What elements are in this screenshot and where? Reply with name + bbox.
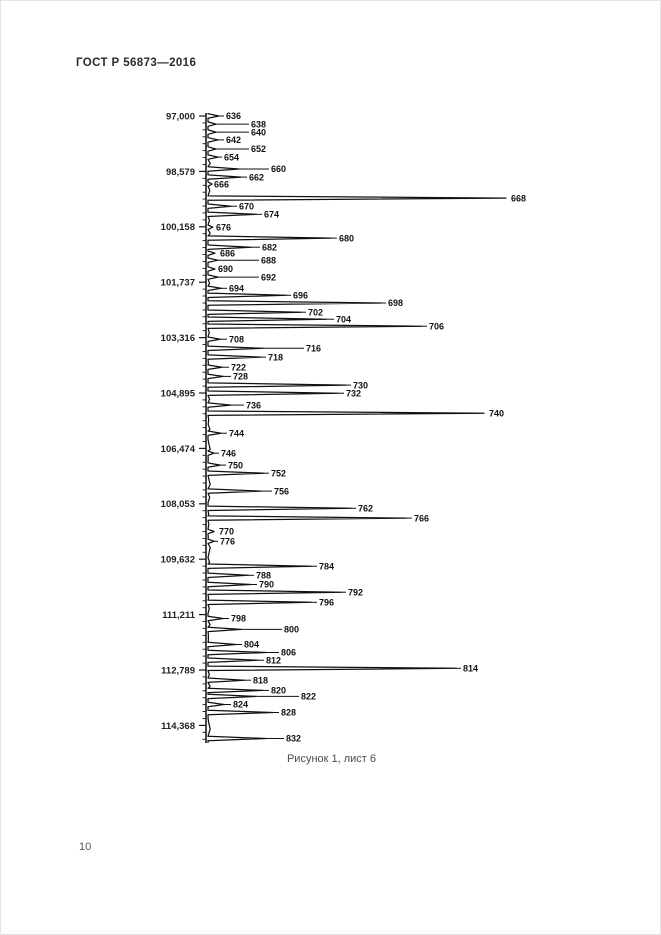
peak-label: 670 [239, 201, 254, 211]
peak-label: 638 [251, 119, 266, 129]
axis-tick-label: 111,211 [162, 610, 195, 621]
peak-label: 736 [246, 400, 261, 410]
peak-label: 814 [463, 664, 478, 674]
peak-label: 832 [286, 734, 301, 744]
peak-label: 798 [231, 614, 246, 624]
axis-tick-label: 100,158 [161, 222, 195, 233]
peak-label: 696 [293, 291, 308, 301]
axis-tick-label: 104,895 [161, 388, 196, 399]
peak-label: 806 [281, 648, 296, 658]
peak-label: 680 [339, 233, 354, 243]
axis-tick-label: 106,474 [161, 444, 196, 455]
peak-label: 790 [259, 580, 274, 590]
peak-label: 766 [414, 513, 429, 523]
chromatogram-trace [207, 113, 507, 743]
peak-label: 818 [253, 675, 268, 685]
peak-label: 706 [429, 321, 444, 331]
axis-tick-label: 108,053 [161, 499, 195, 510]
peak-label: 788 [256, 571, 271, 581]
peak-label: 820 [271, 686, 286, 696]
peak-label: 682 [262, 242, 277, 252]
axis-tick-label: 112,789 [161, 665, 195, 676]
peak-label: 692 [261, 272, 276, 282]
peak-label: 688 [261, 255, 276, 265]
peak-label: 828 [281, 708, 296, 718]
peak-label: 746 [221, 448, 236, 458]
peak-label: 654 [224, 152, 239, 162]
peak-label: 744 [229, 428, 244, 438]
peak-label: 686 [220, 248, 235, 258]
peak-label: 722 [231, 362, 246, 372]
peak-label: 676 [216, 222, 231, 232]
peak-label: 770 [219, 527, 234, 537]
peak-label: 824 [233, 700, 248, 710]
peak-label: 698 [388, 298, 403, 308]
axis-tick-label: 98,579 [166, 167, 195, 178]
peak-label: 704 [336, 314, 351, 324]
peak-label: 732 [346, 388, 361, 398]
peak-label: 812 [266, 655, 281, 665]
peak-label: 652 [251, 144, 266, 154]
axis-tick-label: 103,316 [161, 333, 195, 344]
peak-label: 740 [489, 408, 504, 418]
peak-label: 756 [274, 486, 289, 496]
peak-label: 666 [214, 179, 229, 189]
axis-tick-label: 97,000 [166, 111, 195, 122]
axis-tick-label: 109,632 [161, 555, 195, 566]
peak-label: 752 [271, 468, 286, 478]
peak-label: 822 [301, 692, 316, 702]
peak-label: 636 [226, 111, 241, 121]
peak-label: 728 [233, 372, 248, 382]
figure-caption: Рисунок 1, лист 6 [286, 753, 377, 765]
axis-tick-label: 114,368 [161, 721, 195, 732]
peak-label: 640 [251, 127, 266, 137]
peak-label: 718 [268, 352, 283, 362]
peak-label: 690 [218, 264, 233, 274]
page-number: 10 [79, 841, 92, 853]
peak-label: 804 [244, 640, 259, 650]
peak-label: 674 [264, 210, 279, 220]
peak-label: 668 [511, 193, 526, 203]
peak-label: 642 [226, 135, 241, 145]
peak-label: 762 [358, 504, 373, 514]
peak-label: 750 [228, 460, 243, 470]
peak-label: 662 [249, 172, 264, 182]
peak-label: 796 [319, 598, 334, 608]
peak-label: 792 [348, 587, 363, 597]
peak-label: 716 [306, 344, 321, 354]
axis-tick-label: 101,737 [161, 278, 195, 289]
peak-label: 702 [308, 307, 323, 317]
standard-designation-header: ГОСТ Р 56873—2016 [76, 57, 197, 69]
peak-label: 730 [353, 380, 368, 390]
peak-label: 660 [271, 164, 286, 174]
peak-label: 776 [220, 537, 235, 547]
peak-label: 800 [284, 625, 299, 635]
peak-label: 784 [319, 561, 334, 571]
peak-label: 708 [229, 334, 244, 344]
peak-label: 694 [229, 284, 244, 294]
